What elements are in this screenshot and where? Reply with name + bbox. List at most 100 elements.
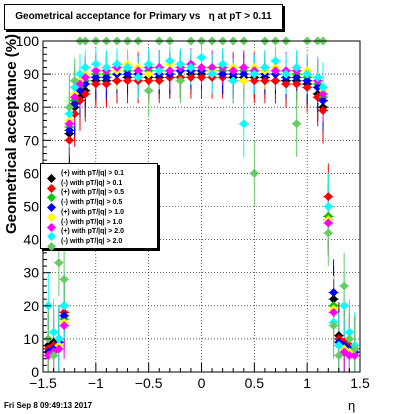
y-tick-label: 100 bbox=[16, 33, 40, 49]
legend-marker bbox=[47, 170, 56, 183]
x-tick-label: 0.5 bbox=[245, 375, 265, 391]
legend-label: (+) with pT/|q| > 1.0 bbox=[61, 208, 125, 216]
legend-marker bbox=[47, 219, 56, 232]
chart-title-box: Geometrical acceptance for Primary vs η … bbox=[4, 4, 283, 30]
data-point bbox=[112, 59, 122, 69]
data-point bbox=[59, 274, 69, 284]
data-point bbox=[260, 76, 270, 86]
legend-label: (-) with pT/|q| > 1.0 bbox=[61, 218, 123, 226]
data-point bbox=[75, 69, 85, 79]
legend-label: (+) with pT/|q| > 0.1 bbox=[61, 170, 125, 177]
x-tick-label: −1 bbox=[88, 375, 104, 391]
data-point bbox=[154, 66, 164, 76]
y-tick-label: 90 bbox=[23, 66, 39, 82]
legend-label: (-) with pT/|q| > 0.5 bbox=[61, 199, 123, 207]
data-point bbox=[123, 76, 133, 86]
data-point bbox=[218, 69, 228, 79]
data-point bbox=[344, 350, 354, 360]
data-point bbox=[339, 301, 349, 311]
data-point bbox=[175, 59, 185, 69]
data-point bbox=[91, 72, 101, 82]
data-point bbox=[334, 350, 344, 360]
data-point bbox=[292, 119, 302, 129]
data-point bbox=[197, 62, 206, 72]
y-axis-label: Geometrical acceptance (%) bbox=[3, 33, 20, 235]
legend-entry: (+) with pT/|q| > 2.0 bbox=[45, 227, 157, 242]
data-point bbox=[165, 56, 175, 66]
data-point bbox=[59, 321, 69, 331]
legend-entry: (-) with pT/|q| > 2.0 bbox=[45, 237, 157, 251]
data-point bbox=[350, 350, 360, 360]
data-point bbox=[91, 79, 101, 89]
data-point bbox=[239, 62, 249, 72]
data-point bbox=[218, 59, 228, 69]
data-point bbox=[59, 311, 69, 321]
y-tick-label: 60 bbox=[23, 165, 39, 181]
data-point bbox=[329, 307, 339, 317]
data-point bbox=[239, 119, 249, 129]
data-point bbox=[292, 72, 302, 82]
data-point bbox=[323, 202, 333, 211]
legend-marker bbox=[47, 189, 56, 203]
data-point bbox=[270, 76, 280, 86]
legend-marker bbox=[47, 238, 56, 251]
data-point bbox=[101, 79, 111, 89]
chart-title: Geometrical acceptance for Primary vs η … bbox=[15, 11, 272, 22]
data-point bbox=[344, 327, 354, 337]
data-point bbox=[123, 69, 133, 79]
legend-label: (+) with pT/|q| > 0.5 bbox=[61, 189, 125, 197]
data-point bbox=[344, 334, 354, 344]
y-tick-label: 0 bbox=[31, 364, 39, 380]
data-point bbox=[313, 72, 323, 82]
legend-marker bbox=[47, 199, 56, 213]
legend-label: (-) with pT/|q| > 0.1 bbox=[61, 179, 123, 187]
data-point bbox=[49, 327, 59, 337]
data-point bbox=[123, 62, 133, 72]
data-point bbox=[281, 69, 291, 79]
data-point bbox=[323, 218, 333, 228]
legend-label: (-) with pT/|q| > 2.0 bbox=[61, 237, 123, 245]
data-point bbox=[91, 66, 101, 76]
data-point bbox=[70, 109, 80, 119]
data-point bbox=[112, 76, 122, 86]
legend-entry: (-) with pT/|q| > 1.0 bbox=[45, 218, 157, 232]
data-point bbox=[329, 294, 339, 304]
legend-entry: (+) with pT/|q| > 0.1 bbox=[45, 169, 157, 183]
y-tick-label: 10 bbox=[23, 331, 39, 347]
date-stamp: Fri Sep 8 09:49:13 2017 bbox=[4, 401, 93, 410]
data-point bbox=[318, 82, 328, 92]
tick-labels: 0 10 20 30 40 50 60 70 80 90 100 −1.5 −1 −0.5 0 0.5 1 1.5 bbox=[16, 33, 370, 391]
data-point bbox=[64, 135, 74, 145]
data-point bbox=[207, 62, 217, 72]
legend-marker bbox=[47, 180, 56, 193]
legend-entry: (+) with pT/|q| > 1.0 bbox=[45, 208, 157, 222]
x-tick-label: −1.5 bbox=[29, 375, 57, 391]
data-point bbox=[70, 92, 80, 102]
data-point bbox=[329, 321, 339, 331]
data-point bbox=[260, 62, 270, 72]
data-point bbox=[249, 168, 259, 178]
data-point bbox=[133, 66, 143, 76]
data-point bbox=[302, 82, 312, 92]
data-point bbox=[292, 62, 302, 72]
data-points bbox=[43, 36, 360, 360]
legend-entry: (-) with pT/|q| > 0.1 bbox=[45, 179, 157, 193]
data-point bbox=[64, 119, 74, 129]
data-point bbox=[302, 69, 312, 79]
legend-label: (+) with pT/|q| > 2.0 bbox=[61, 228, 125, 236]
data-point bbox=[80, 62, 90, 72]
legend: (+) with pT/|q| > 0.1 (-) with pT/|q| > 0… bbox=[40, 163, 158, 251]
data-point bbox=[197, 72, 206, 82]
axis-ticks bbox=[42, 40, 361, 373]
data-point bbox=[54, 334, 64, 344]
data-point bbox=[270, 56, 280, 66]
data-point bbox=[318, 96, 328, 106]
y-tick-label: 20 bbox=[23, 298, 39, 314]
data-point bbox=[91, 59, 101, 69]
data-point bbox=[249, 76, 259, 86]
data-point bbox=[207, 69, 217, 79]
data-point bbox=[323, 192, 333, 202]
data-point bbox=[175, 76, 185, 86]
data-point bbox=[49, 350, 59, 360]
data-point bbox=[64, 125, 74, 135]
